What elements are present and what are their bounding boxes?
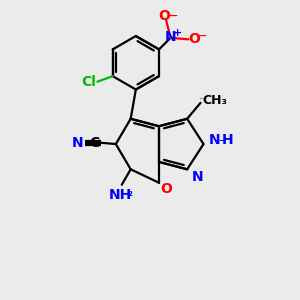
Text: –: –	[219, 134, 225, 147]
Text: O: O	[188, 32, 200, 46]
Text: N: N	[72, 136, 83, 150]
Text: N: N	[192, 170, 203, 184]
Text: −: −	[195, 29, 207, 43]
Text: N: N	[209, 134, 220, 148]
Text: +: +	[172, 28, 182, 38]
Text: O: O	[159, 8, 171, 22]
Text: H: H	[221, 134, 233, 148]
Text: −: −	[166, 8, 178, 22]
Text: CH₃: CH₃	[202, 94, 227, 107]
Text: N: N	[165, 30, 176, 44]
Text: O: O	[160, 182, 172, 196]
Text: C: C	[89, 136, 100, 150]
Text: Cl: Cl	[81, 75, 96, 89]
Text: NH: NH	[109, 188, 132, 202]
Text: ₂: ₂	[128, 188, 133, 198]
Text: methyl: methyl	[200, 98, 204, 99]
